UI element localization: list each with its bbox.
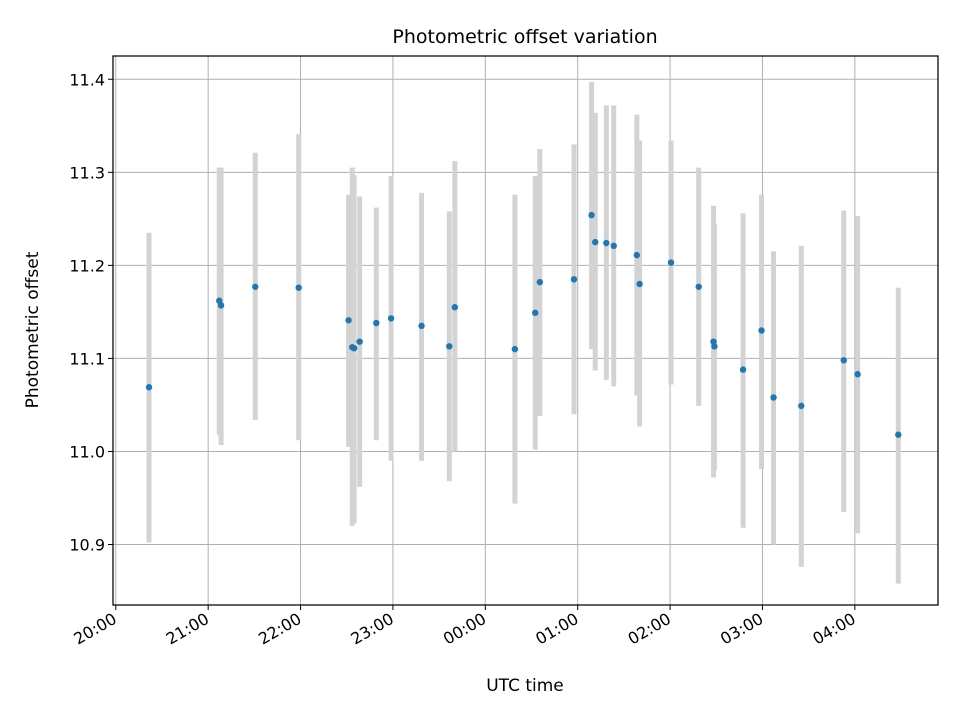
data-point — [603, 239, 610, 247]
y-tick-label: 10.9 — [69, 536, 105, 555]
data-point — [798, 402, 805, 410]
data-point — [446, 343, 453, 350]
data-point — [252, 283, 259, 290]
y-axis-label: Photometric offset — [23, 251, 43, 408]
data-point — [451, 304, 459, 311]
data-point — [145, 384, 153, 391]
data-point — [840, 357, 847, 364]
data-point — [770, 394, 777, 401]
data-points — [145, 211, 902, 438]
y-tick-label: 11.0 — [69, 442, 105, 461]
data-point — [711, 343, 718, 350]
x-axis-label: UTC time — [486, 676, 564, 696]
chart-title: Photometric offset variation — [392, 26, 657, 48]
data-point — [350, 344, 358, 352]
y-tick-label: 11.3 — [69, 163, 105, 182]
data-point — [667, 259, 675, 266]
data-point — [636, 280, 643, 288]
data-point — [739, 366, 747, 373]
data-point — [387, 315, 395, 322]
data-point — [695, 283, 702, 290]
data-point — [373, 319, 380, 327]
data-point — [532, 309, 539, 317]
data-point — [588, 211, 595, 219]
data-point — [345, 317, 352, 324]
data-point — [570, 276, 578, 283]
data-point — [854, 371, 861, 378]
data-point — [536, 278, 544, 286]
data-point — [610, 242, 617, 250]
data-point — [295, 284, 302, 291]
data-point — [418, 322, 425, 330]
data-point — [633, 251, 641, 259]
y-tick-label: 11.2 — [69, 256, 105, 275]
data-point — [592, 238, 599, 246]
y-tick-label: 11.1 — [69, 349, 105, 368]
data-point — [356, 338, 363, 345]
y-tick-label: 11.4 — [69, 70, 105, 89]
data-point — [758, 327, 765, 334]
data-point — [217, 302, 225, 309]
plot-frame — [112, 55, 939, 606]
data-point — [895, 431, 902, 438]
data-point — [511, 345, 519, 353]
